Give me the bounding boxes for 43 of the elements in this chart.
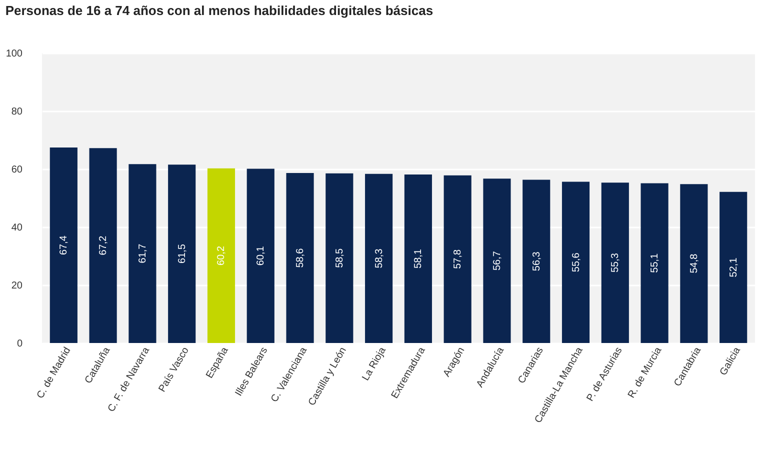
bar [128, 164, 156, 343]
data-label: 60,1 [256, 246, 267, 266]
bar [50, 148, 78, 343]
data-label: 60,2 [216, 246, 228, 266]
y-tick-label: 0 [16, 338, 23, 350]
bar [444, 175, 472, 343]
y-tick-label: 80 [11, 106, 23, 118]
y-tick-label: 60 [11, 164, 23, 176]
data-label: 54,8 [688, 253, 700, 274]
bar [522, 180, 550, 343]
data-label: 57,8 [452, 249, 464, 269]
data-label: 67,2 [98, 235, 110, 256]
bar [601, 182, 629, 343]
bar [680, 184, 708, 343]
data-label: 61,7 [137, 243, 148, 264]
data-label: 58,1 [413, 248, 424, 268]
data-label: 61,5 [176, 244, 188, 264]
data-label: 55,3 [610, 252, 622, 273]
data-label: 55,6 [570, 252, 582, 272]
bar [640, 183, 668, 343]
data-label: 58,6 [295, 248, 306, 268]
data-label: 58,5 [334, 248, 346, 268]
bar [168, 164, 196, 343]
bar [720, 192, 748, 343]
data-label: 56,7 [492, 250, 503, 271]
data-label: 58,3 [374, 248, 385, 268]
data-label: 55,1 [650, 252, 661, 273]
data-label: 56,3 [531, 251, 542, 272]
y-tick-label: 100 [6, 48, 23, 60]
bar [483, 178, 511, 343]
bar [286, 173, 314, 343]
data-label: 67,4 [58, 235, 70, 256]
bar [207, 168, 236, 343]
bar [246, 168, 274, 343]
bar [365, 174, 393, 343]
y-tick-label: 20 [11, 280, 23, 292]
bar [326, 173, 354, 343]
bar [89, 148, 117, 343]
data-label: 52,1 [728, 257, 740, 278]
y-tick-label: 40 [11, 222, 23, 234]
bar [562, 182, 590, 343]
bar [404, 174, 432, 343]
chart-title: Personas de 16 a 74 años con al menos habilidades digitales básicas [5, 3, 434, 18]
